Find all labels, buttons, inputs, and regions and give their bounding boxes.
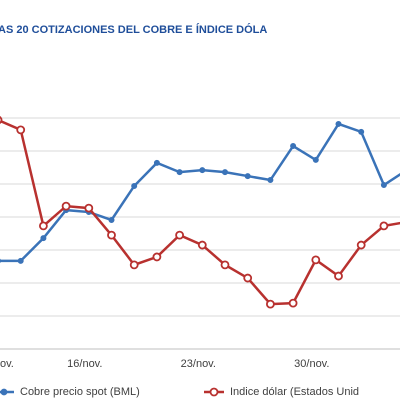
data-point [311, 255, 321, 265]
data-point [265, 299, 275, 309]
legend-label: Indice dólar (Estados Unid [230, 386, 359, 398]
data-point [0, 116, 3, 124]
data-point [220, 260, 230, 270]
data-point [288, 298, 298, 308]
x-tick-label: 23/nov. [181, 358, 216, 370]
legend-marker [0, 388, 8, 396]
data-point [17, 257, 24, 264]
data-point [197, 240, 207, 250]
data-point [131, 182, 138, 189]
data-point [84, 203, 94, 213]
data-point [16, 125, 26, 135]
data-point [290, 143, 297, 150]
legend-marker [209, 387, 219, 397]
x-tick-label: 30/nov. [294, 358, 329, 370]
data-point [380, 181, 387, 188]
data-point [199, 167, 206, 174]
data-point [129, 260, 139, 270]
data-point [379, 221, 389, 231]
series-line [0, 122, 400, 263]
data-point [222, 169, 228, 176]
data-point [107, 230, 116, 240]
data-point [356, 240, 366, 250]
chart-title: AS 20 COTIZACIONES DEL COBRE E ÍNDICE DÓ… [0, 23, 267, 36]
data-point [40, 235, 47, 242]
data-point [153, 159, 160, 166]
data-point [39, 221, 48, 231]
data-point [267, 177, 274, 184]
data-point [335, 120, 342, 127]
data-point [243, 273, 253, 283]
data-point [312, 156, 319, 163]
data-point [244, 173, 251, 180]
legend-label: Cobre precio spot (BML) [20, 386, 140, 398]
x-tick-label: 16/nov. [67, 358, 102, 370]
data-point [152, 252, 162, 262]
data-point [176, 169, 183, 176]
data-point [0, 258, 1, 264]
x-tick-label: ov. [0, 358, 14, 370]
data-point [334, 271, 343, 281]
data-point [108, 216, 115, 223]
data-point [175, 230, 185, 240]
data-point [61, 201, 71, 211]
data-point [358, 128, 365, 135]
